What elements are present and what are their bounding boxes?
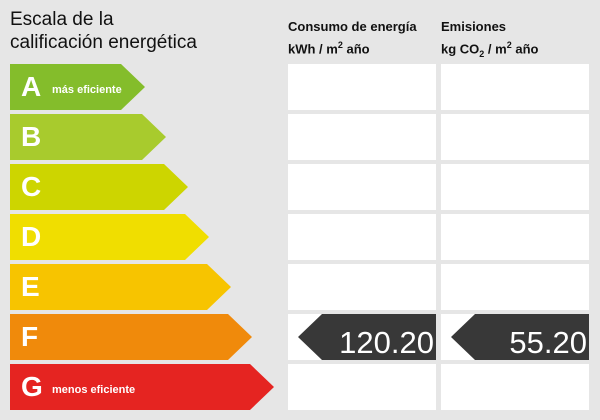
rating-arrow-f: F [10, 314, 252, 360]
scale-title-line2: calificación energética [10, 32, 197, 53]
consumo-header-line2: kWh / m2 año [288, 40, 370, 57]
emisiones-value: 55.20 [509, 325, 587, 360]
rating-tag-least-efficient: menos eficiente [52, 384, 136, 396]
rating-row-d: D [0, 214, 600, 260]
rating-letter-a: A [21, 71, 42, 102]
rating-row-c: C [0, 164, 600, 210]
rating-arrow-c: C [10, 164, 188, 210]
rating-letter-d: D [21, 221, 42, 252]
consumo-cell-e [288, 264, 436, 310]
emisiones-cell-d [441, 214, 589, 260]
consumo-cell-d [288, 214, 436, 260]
rating-letter-f: F [21, 321, 39, 352]
emisiones-column-header: Emisiones kg CO2 / m2 año [441, 18, 538, 63]
rating-row-b: B [0, 114, 600, 160]
rating-arrow-e: E [10, 264, 231, 310]
emisiones-value-marker: 55.20 [451, 314, 589, 360]
rating-letter-e: E [21, 271, 40, 302]
emisiones-cell-g [441, 364, 589, 410]
scale-title: Escala de la calificación energética [10, 8, 197, 54]
rating-row-g: G menos eficiente [0, 364, 600, 410]
rating-letter-b: B [21, 121, 42, 152]
emisiones-cell-e [441, 264, 589, 310]
consumo-cell-c [288, 164, 436, 210]
rating-letter-c: C [21, 171, 42, 202]
emisiones-cell-a [441, 64, 589, 110]
rating-letter-g: G [21, 371, 43, 402]
emisiones-header-line2: kg CO2 / m2 año [441, 40, 539, 59]
rating-arrow-d: D [10, 214, 209, 260]
rating-arrow-a: A más eficiente [10, 64, 145, 110]
consumo-cell-b [288, 114, 436, 160]
consumo-header-line1: Consumo de energía [288, 19, 417, 34]
scale-title-line1: Escala de la [10, 9, 114, 30]
rating-arrow-g: G menos eficiente [10, 364, 274, 410]
consumo-value: 120.20 [339, 325, 434, 360]
rating-arrow-b: B [10, 114, 166, 160]
consumo-cell-g [288, 364, 436, 410]
rating-tag-most-efficient: más eficiente [52, 84, 122, 96]
emisiones-cell-b [441, 114, 589, 160]
consumo-column-header: Consumo de energía kWh / m2 año [288, 18, 417, 58]
emisiones-cell-c [441, 164, 589, 210]
consumo-cell-a [288, 64, 436, 110]
rating-row-a: A más eficiente [0, 64, 600, 110]
emisiones-header-line1: Emisiones [441, 19, 507, 34]
consumo-value-marker: 120.20 [298, 314, 436, 360]
rating-row-e: E [0, 264, 600, 310]
